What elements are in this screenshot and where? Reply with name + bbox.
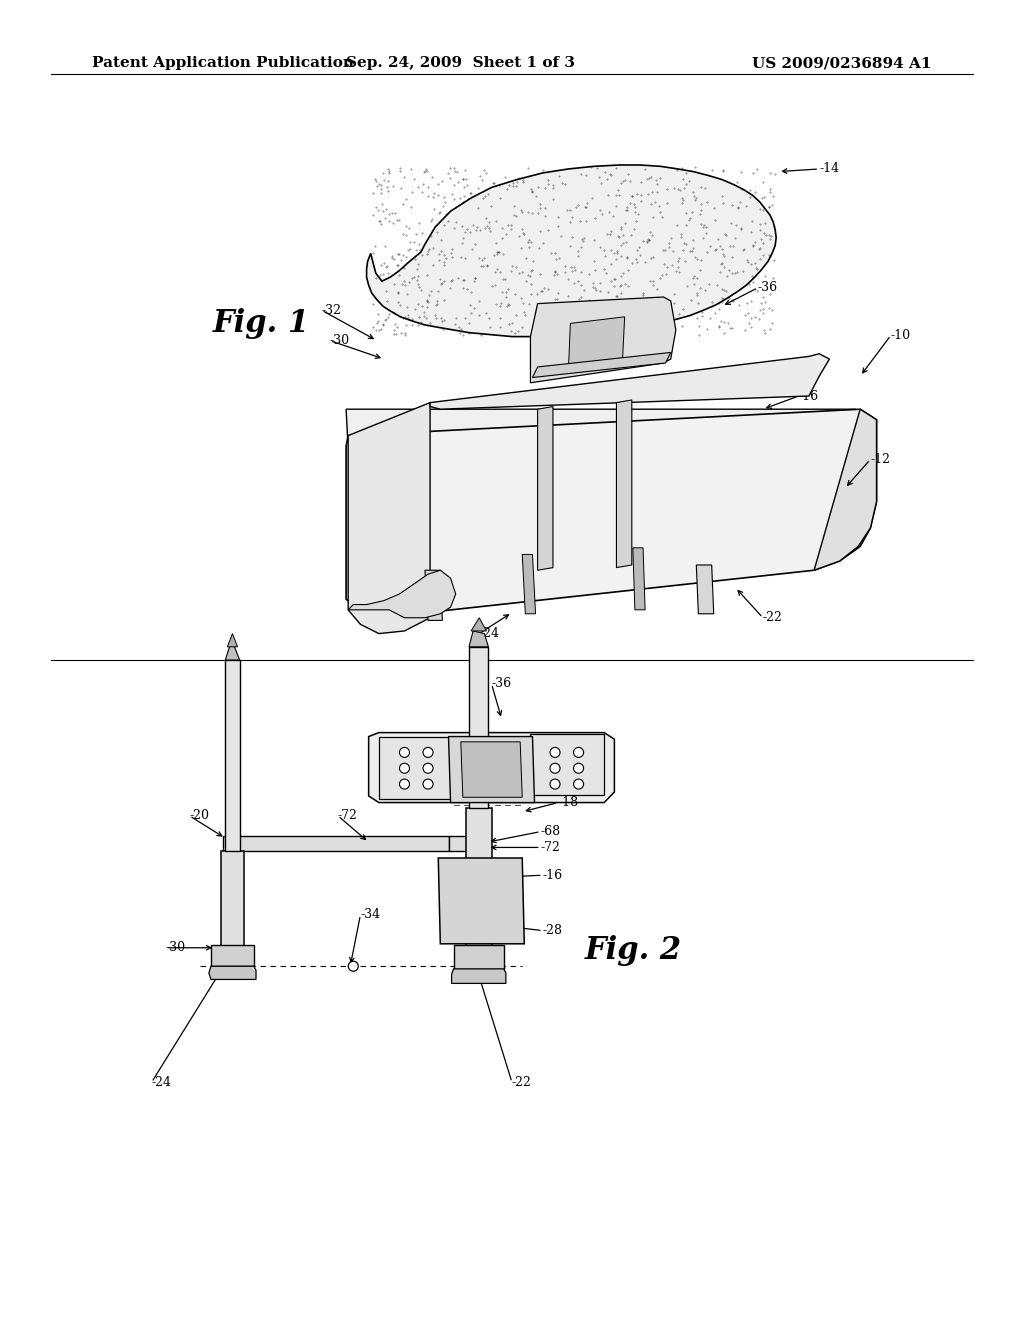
- Polygon shape: [367, 165, 776, 337]
- Polygon shape: [346, 409, 865, 449]
- Text: -72: -72: [338, 809, 357, 822]
- Circle shape: [423, 779, 433, 789]
- Circle shape: [399, 779, 410, 789]
- Text: Fig. 1: Fig. 1: [213, 308, 309, 339]
- Polygon shape: [633, 548, 645, 610]
- Circle shape: [550, 779, 560, 789]
- Polygon shape: [369, 733, 614, 803]
- Polygon shape: [211, 945, 254, 966]
- Text: -28: -28: [633, 334, 653, 347]
- Polygon shape: [469, 647, 488, 808]
- Text: -18: -18: [558, 796, 579, 809]
- Polygon shape: [209, 966, 256, 979]
- Text: US 2009/0236894 A1: US 2009/0236894 A1: [753, 57, 932, 70]
- Polygon shape: [348, 403, 430, 634]
- Circle shape: [550, 747, 560, 758]
- Polygon shape: [532, 352, 671, 378]
- Text: -34: -34: [360, 908, 381, 921]
- Text: -30: -30: [166, 941, 186, 954]
- Circle shape: [573, 763, 584, 774]
- Polygon shape: [466, 808, 492, 950]
- Polygon shape: [461, 742, 522, 797]
- Polygon shape: [449, 836, 489, 851]
- Circle shape: [573, 779, 584, 789]
- Text: -14: -14: [819, 162, 840, 176]
- Text: -24: -24: [479, 627, 500, 640]
- Polygon shape: [814, 409, 877, 570]
- Polygon shape: [223, 836, 449, 851]
- Polygon shape: [225, 644, 240, 660]
- Text: -12: -12: [870, 453, 891, 466]
- Polygon shape: [454, 945, 504, 969]
- Polygon shape: [469, 631, 488, 647]
- Text: Sep. 24, 2009  Sheet 1 of 3: Sep. 24, 2009 Sheet 1 of 3: [346, 57, 575, 70]
- Text: -22: -22: [763, 611, 782, 624]
- Polygon shape: [348, 570, 456, 618]
- Polygon shape: [452, 969, 506, 983]
- Circle shape: [348, 961, 358, 972]
- Polygon shape: [568, 317, 625, 372]
- Polygon shape: [379, 737, 451, 799]
- Circle shape: [573, 747, 584, 758]
- Polygon shape: [225, 660, 240, 851]
- Circle shape: [423, 763, 433, 774]
- Text: -16: -16: [543, 869, 563, 882]
- Polygon shape: [438, 858, 524, 944]
- Circle shape: [399, 747, 410, 758]
- Polygon shape: [227, 634, 238, 647]
- Circle shape: [550, 763, 560, 774]
- Polygon shape: [616, 400, 632, 568]
- Text: -30: -30: [330, 334, 350, 347]
- Text: -36: -36: [492, 677, 512, 690]
- Polygon shape: [346, 409, 877, 618]
- Text: -20: -20: [189, 809, 210, 822]
- Text: -22: -22: [512, 1076, 531, 1089]
- Circle shape: [399, 763, 410, 774]
- Polygon shape: [538, 407, 553, 570]
- Polygon shape: [471, 618, 486, 631]
- Polygon shape: [530, 734, 604, 795]
- Polygon shape: [696, 565, 714, 614]
- Polygon shape: [530, 297, 676, 383]
- Text: -32: -32: [322, 304, 342, 317]
- Text: -36: -36: [758, 281, 778, 294]
- Text: Patent Application Publication: Patent Application Publication: [92, 57, 354, 70]
- Text: Fig. 2: Fig. 2: [585, 935, 681, 966]
- Polygon shape: [522, 554, 536, 614]
- Text: -28: -28: [543, 924, 563, 937]
- Text: -24: -24: [152, 1076, 172, 1089]
- Polygon shape: [430, 354, 829, 409]
- Polygon shape: [425, 570, 442, 620]
- Text: -16: -16: [799, 389, 819, 403]
- Polygon shape: [449, 737, 535, 803]
- Polygon shape: [221, 851, 244, 950]
- Text: -26: -26: [558, 775, 579, 788]
- Text: -72: -72: [541, 841, 560, 854]
- Text: -10: -10: [891, 329, 911, 342]
- Text: -68: -68: [541, 825, 561, 838]
- Circle shape: [423, 747, 433, 758]
